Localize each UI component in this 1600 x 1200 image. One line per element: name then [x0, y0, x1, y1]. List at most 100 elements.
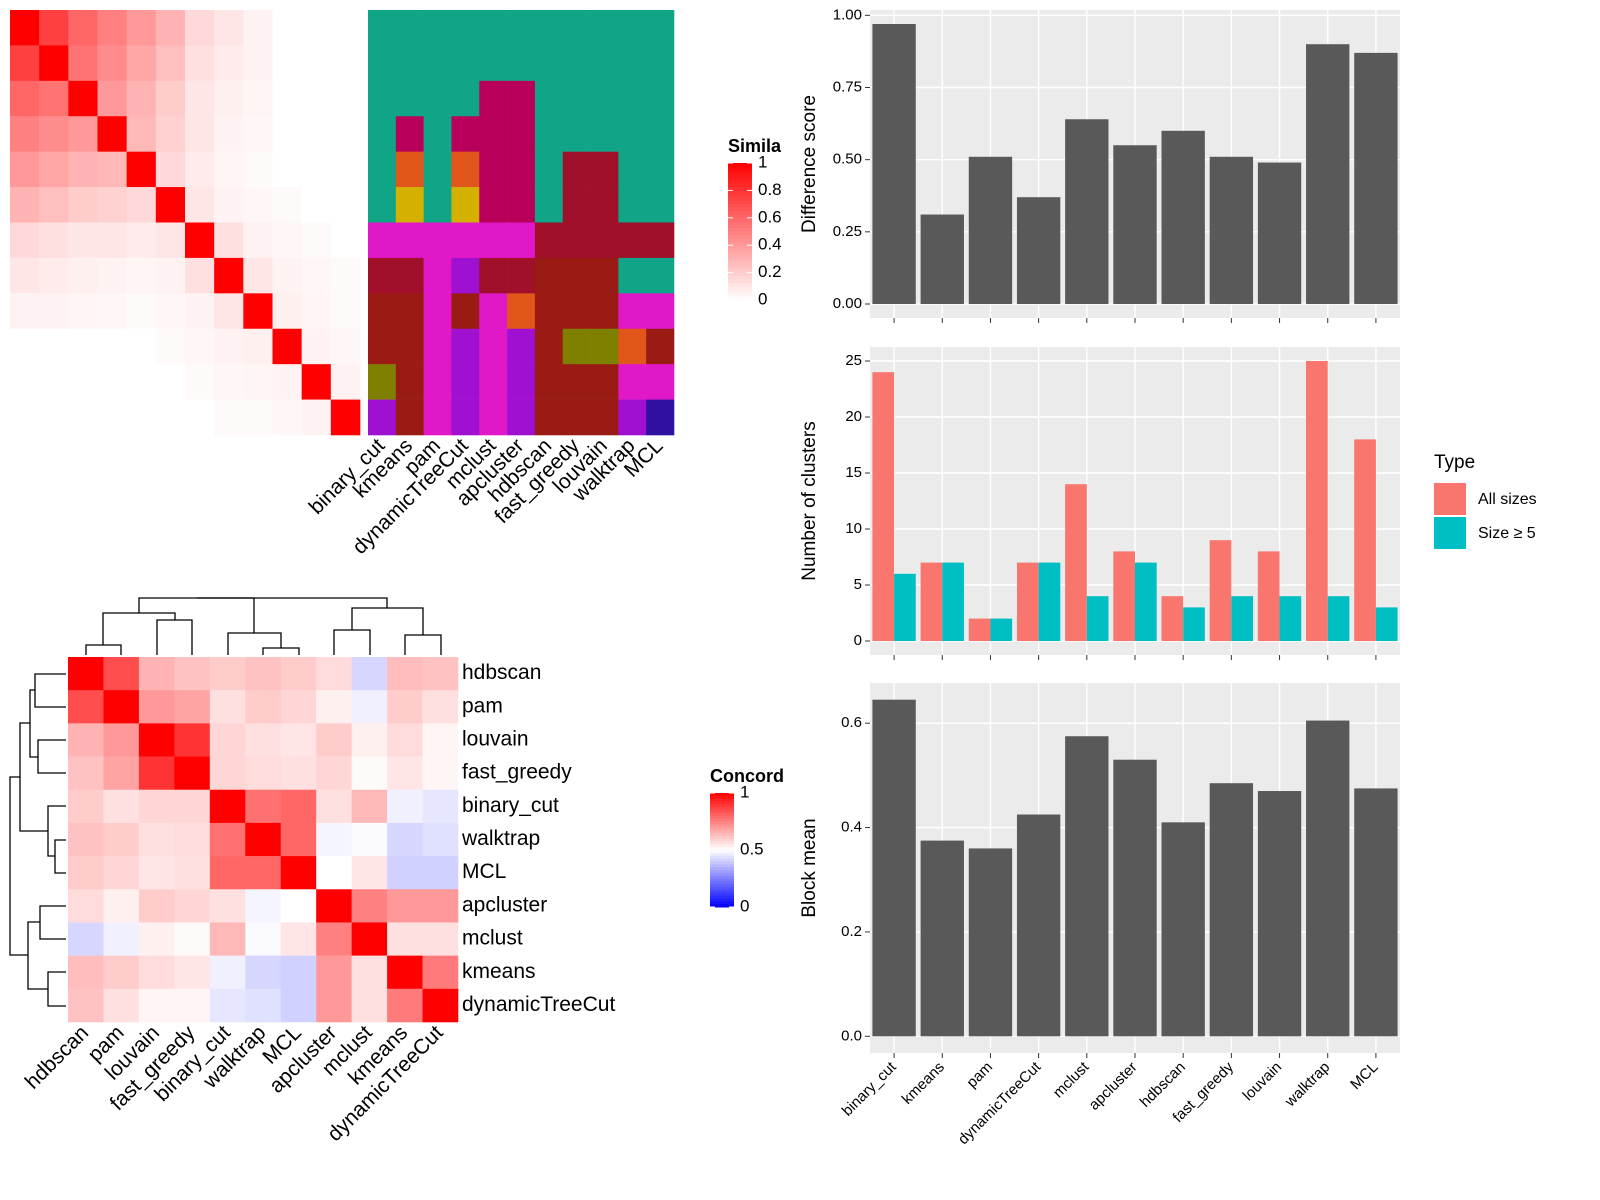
heatmap-cell	[301, 399, 332, 436]
colorbar-step	[710, 801, 734, 805]
colorbar-step	[728, 193, 752, 198]
heatmap-cell	[316, 723, 352, 757]
heatmap-cell	[138, 955, 175, 990]
membership-block	[618, 10, 647, 46]
heatmap-cell	[387, 922, 423, 956]
heatmap-cell	[245, 756, 282, 791]
membership-block	[534, 116, 564, 152]
membership-block	[423, 328, 452, 365]
heatmap-cell	[209, 922, 246, 956]
heatmap-cell	[316, 789, 352, 824]
heatmap-cell	[155, 45, 186, 82]
bar	[1209, 783, 1254, 1037]
colorbar-step	[728, 282, 752, 287]
y-tick-label: 20	[845, 408, 862, 425]
heatmap-cell	[68, 116, 98, 152]
heatmap-cell	[209, 690, 246, 724]
membership-block	[562, 10, 591, 46]
colorbar-step	[710, 852, 734, 857]
heatmap-cell	[209, 756, 246, 791]
heatmap-cell	[103, 756, 140, 791]
heatmap-cell	[68, 293, 98, 330]
legend-label: All sizes	[1478, 491, 1537, 508]
heatmap-cell	[214, 80, 244, 117]
colorbar-step	[728, 166, 752, 171]
membership-block	[507, 80, 536, 117]
membership-block	[618, 116, 647, 152]
bar	[872, 372, 895, 641]
heatmap-cell	[155, 293, 186, 330]
membership-block	[368, 399, 397, 436]
colorbar-step	[710, 812, 734, 817]
membership-block	[562, 364, 591, 400]
membership-block	[618, 257, 647, 294]
membership-block	[395, 399, 424, 436]
membership-block	[368, 293, 397, 330]
heatmap-cell	[10, 364, 40, 400]
heatmap-cell	[103, 988, 140, 1023]
heatmap-cell	[97, 222, 127, 259]
membership-block	[590, 293, 619, 330]
heatmap-cell	[214, 151, 244, 188]
heatmap-cell	[209, 889, 246, 923]
colorbar-step	[728, 296, 752, 301]
colorbar-step	[710, 855, 734, 860]
colorbar-step	[728, 169, 752, 174]
membership-block	[618, 399, 647, 436]
colorbar-step	[710, 892, 734, 897]
heatmap-cell	[97, 364, 127, 400]
heatmap-cell	[214, 222, 244, 259]
membership-block	[590, 116, 619, 152]
membership-block	[507, 151, 536, 188]
heatmap-cell	[422, 822, 459, 857]
heatmap-cell	[280, 856, 317, 890]
membership-block	[479, 187, 508, 223]
heatmap-cell	[68, 955, 104, 990]
y-tick-label: 0.2	[841, 923, 862, 940]
colorbar-step	[710, 824, 734, 828]
membership-block	[618, 187, 647, 223]
heatmap-cell	[245, 856, 282, 890]
heatmap-cell	[155, 80, 186, 117]
membership-block	[590, 187, 619, 223]
membership-block	[423, 222, 452, 259]
membership-block	[451, 364, 480, 400]
membership-block	[395, 364, 424, 400]
row-label: apcluster	[462, 893, 547, 916]
membership-block	[618, 328, 647, 365]
membership-block	[451, 151, 480, 188]
colorbar-step	[710, 804, 734, 808]
heatmap-cell	[387, 856, 423, 890]
heatmap-cell	[174, 756, 211, 791]
heatmap-cell	[155, 257, 186, 294]
heatmap-cell	[126, 399, 157, 436]
heatmap-cell	[272, 293, 302, 330]
colorbar-step	[710, 835, 734, 840]
colorbar-label: 0.5	[740, 839, 764, 858]
bar	[942, 562, 964, 641]
heatmap-cell	[103, 955, 140, 990]
colorbar-step	[710, 832, 734, 837]
bar	[1016, 814, 1061, 1037]
heatmap-cell	[245, 922, 282, 956]
heatmap-cell	[387, 988, 423, 1023]
y-tick-label: 0.25	[833, 223, 862, 240]
heatmap-cell	[280, 955, 317, 990]
heatmap-cell	[103, 657, 140, 691]
heatmap-cell	[280, 789, 317, 824]
heatmap-cell	[330, 45, 361, 82]
heatmap-cell	[280, 922, 317, 956]
bar	[1113, 551, 1135, 641]
heatmap-cell	[214, 10, 244, 46]
heatmap-cell	[68, 222, 98, 259]
x-tick-label: apcluster	[1086, 1059, 1141, 1114]
colorbar-label: 0.4	[758, 235, 782, 254]
colorbar-label: 1	[740, 782, 749, 801]
heatmap-cell	[330, 80, 361, 117]
heatmap-cell	[272, 364, 302, 400]
membership-block	[423, 364, 452, 400]
heatmap-cell	[214, 364, 244, 400]
row-label: hdbscan	[462, 661, 541, 684]
membership-block	[423, 116, 452, 152]
membership-block	[368, 10, 397, 46]
